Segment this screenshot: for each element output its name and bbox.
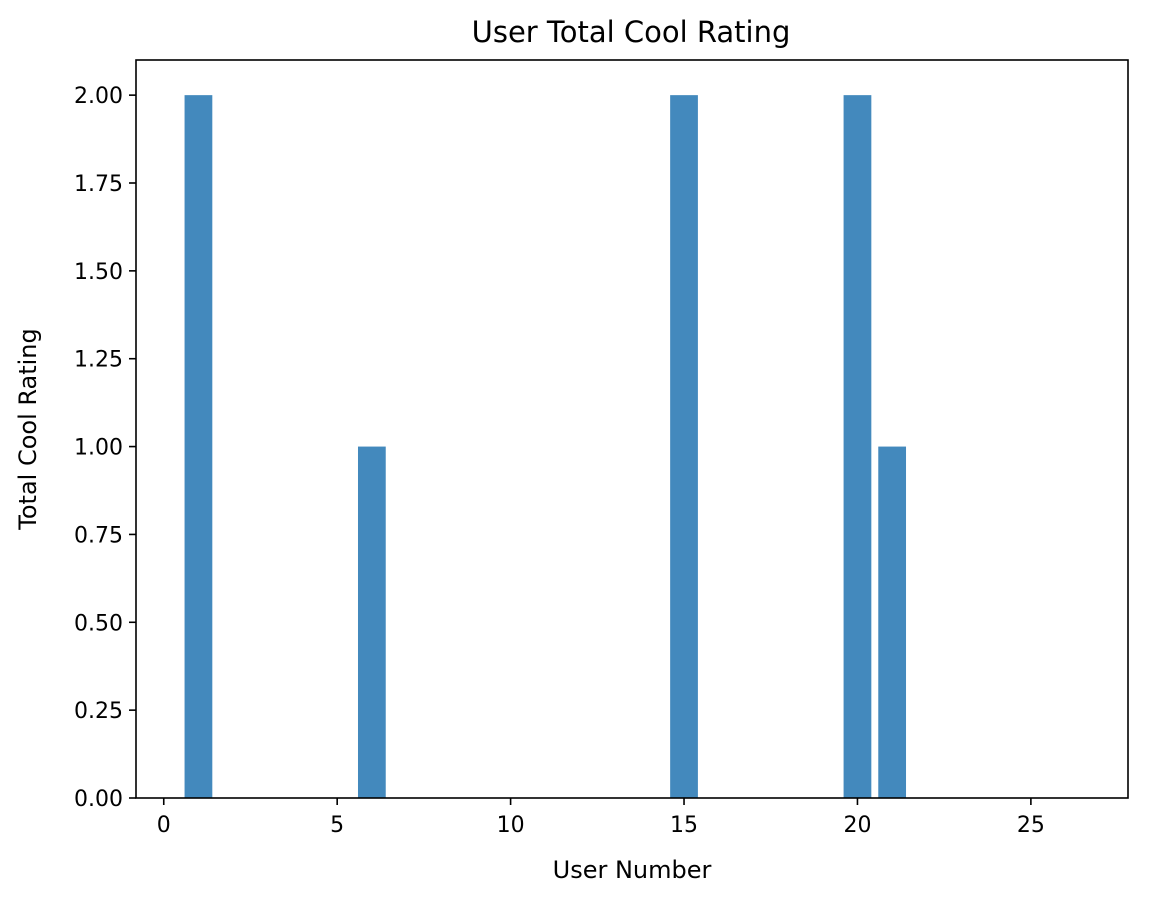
y-tick-label: 1.50 (74, 260, 123, 285)
chart-title: User Total Cool Rating (472, 15, 791, 49)
x-tick-label: 25 (1017, 813, 1045, 838)
x-axis-label: User Number (553, 856, 712, 884)
y-axis-label: Total Cool Rating (14, 328, 42, 530)
y-tick-label: 2.00 (74, 84, 123, 109)
x-axis: 0 5 10 15 20 25 (157, 798, 1045, 838)
y-tick-label: 1.75 (74, 172, 123, 197)
x-tick-label: 15 (670, 813, 698, 838)
x-tick-label: 0 (157, 813, 171, 838)
bar-user-15 (670, 95, 698, 798)
x-tick-label: 10 (497, 813, 525, 838)
bar-user-21 (878, 446, 907, 798)
y-axis: 0.00 0.25 0.50 0.75 1.00 1.25 1.50 1.75 2.00 (74, 84, 136, 812)
x-tick-label: 5 (330, 813, 344, 838)
x-tick-label: 20 (843, 813, 871, 838)
y-tick-label: 0.75 (74, 523, 123, 548)
bar-user-6 (357, 446, 386, 798)
y-tick-label: 0.50 (74, 611, 123, 636)
y-tick-label: 0.00 (74, 787, 123, 812)
y-tick-label: 0.25 (74, 699, 123, 724)
y-tick-label: 1.25 (74, 348, 123, 373)
bar-user-1 (184, 95, 213, 798)
y-tick-label: 1.00 (74, 436, 123, 461)
bar-user-20 (843, 95, 872, 798)
bars-group (184, 95, 907, 798)
plot-area-frame (135, 59, 1129, 799)
